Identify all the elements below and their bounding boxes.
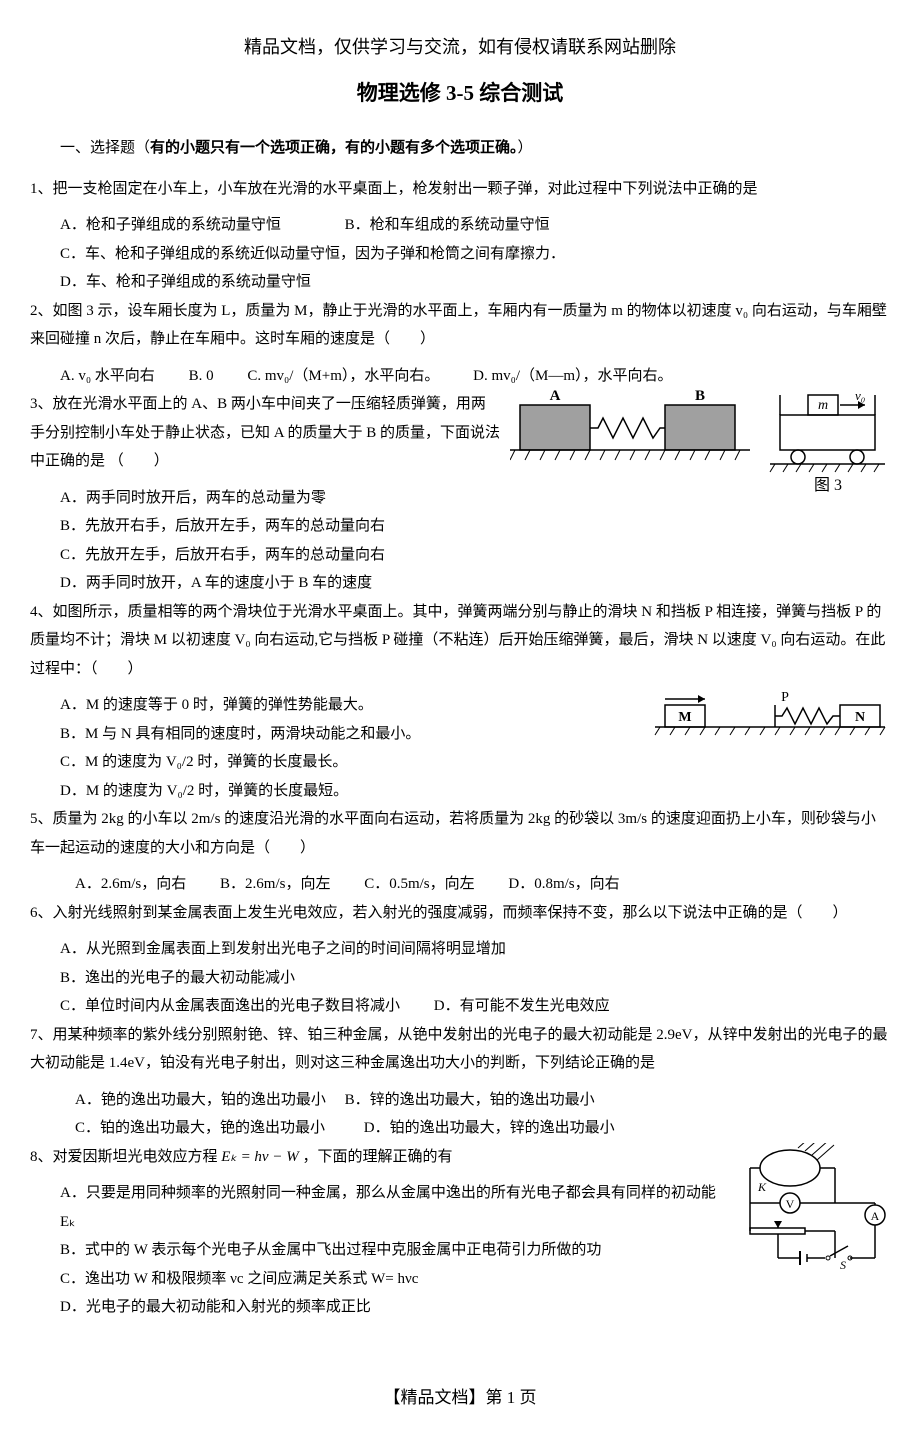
q1-opt-b: B．枪和车组成的系统动量守恒 [345,217,550,233]
label-fig3: 图 3 [814,477,842,494]
q8-prefix: 8、对爱因斯坦光电效应方程 [30,1149,218,1165]
q5-opt-d: D．0.8m/s，向右 [508,870,619,899]
q1-opt-d: D．车、枪和子弹组成的系统动量守恒 [60,268,890,297]
question-4: 4、如图所示，质量相等的两个滑块位于光滑水平桌面上。其中，弹簧两端分别与静止的滑… [30,598,890,684]
label-b: B [695,390,705,404]
section-header-prefix: 一、选择题（ [60,140,150,156]
q8-formula: Eₖ = hν − W [221,1149,298,1165]
q5-opt-c: C．0.5m/s，向左 [364,870,474,899]
section-header-bold: 有的小题只有一个选项正确，有的小题有多个选项正确。 [150,140,518,156]
q8-diagram: K V A S [740,1143,890,1284]
q6-opt-cd-row: C．单位时间内从金属表面逸出的光电子数目将减小 D．有可能不发生光电效应 [30,992,890,1021]
slider-spring-svg: M P N [650,691,890,751]
q8-opt-d: D．光电子的最大初动能和入射光的频率成正比 [60,1293,890,1322]
label-m: m [818,398,828,413]
label-a: A [550,390,561,404]
q3-opt-c: C．先放开左手，后放开右手，两车的总动量向右 [60,541,890,570]
photoelectric-circuit-svg: K V A S [740,1143,890,1273]
q1-opt-c: C．车、枪和子弹组成的系统近似动量守恒，因为子弹和枪筒之间有摩擦力． [60,240,890,269]
question-7: 7、用某种频率的紫外线分别照射铯、锌、铂三种金属，从铯中发射出的光电子的最大初动… [30,1021,890,1078]
question-2: 2、如图 3 示，设车厢长度为 L，质量为 M，静止于光滑的水平面上，车厢内有一… [30,297,890,354]
q2-opt-b: B. 0 [189,362,214,391]
label-v0: v₀ [855,390,865,403]
q7-opt-a: A．铯的逸出功最大，铂的逸出功最小 [75,1092,326,1108]
section-header: 一、选择题（有的小题只有一个选项正确，有的小题有多个选项正确。） [30,134,890,163]
q7-opt-d: D．铂的逸出功最大，锌的逸出功最小 [364,1120,615,1136]
q2-options: A. v₀ 水平向右 B. 0 C. mv₀/（M+m），水平向右。 D. mv… [60,362,890,391]
q1-options-row: A．枪和子弹组成的系统动量守恒 B．枪和车组成的系统动量守恒 [30,211,890,240]
q7-opt-b: B．锌的逸出功最大，铂的逸出功最小 [345,1092,595,1108]
q2-opt-d: D. mv₀/（M—m），水平向右。 [473,362,672,391]
q6-opt-d: D．有可能不发生光电效应 [434,998,610,1014]
section-header-end: ） [518,140,533,156]
label-k8: K [757,1180,767,1194]
q8-suffix: ，下面的理解正确的有 [302,1149,452,1165]
q7-opt-c: C．铂的逸出功最大，铯的逸出功最小 [75,1120,325,1136]
q4-opt-d: D．M 的速度为 V₀/2 时，弹簧的长度最短。 [60,777,890,806]
label-a8: A [871,1209,880,1223]
q6-opt-b: B．逸出的光电子的最大初动能减小 [60,964,890,993]
page-title: 物理选修 3-5 综合测试 [30,74,890,114]
q1-opt-a: A．枪和子弹组成的系统动量守恒 [60,217,281,233]
q3-opt-b: B．先放开右手，后放开左手，两车的总动量向右 [60,512,890,541]
q6-opt-c: C．单位时间内从金属表面逸出的光电子数目将减小 [60,998,400,1014]
header-note: 精品文档，仅供学习与交流，如有侵权请联系网站删除 [30,30,890,64]
question-5: 5、质量为 2kg 的小车以 2m/s 的速度沿光滑的水平面向右运动，若将质量为… [30,805,890,862]
label-v8: V [786,1197,795,1211]
q5-opt-a: A．2.6m/s，向右 [75,870,186,899]
question-1: 1、把一支枪固定在小车上，小车放在光滑的水平桌面上，枪发射出一颗子弹，对此过程中… [30,175,890,204]
label-s8: S [840,1258,846,1272]
q3-diagram: A B m v₀ [510,390,890,511]
label-p4: P [781,691,789,705]
question-6: 6、入射光线照射到某金属表面上发生光电效应，若入射光的强度减弱，而频率保持不变，… [30,899,890,928]
q5-opt-b: B．2.6m/s，向左 [220,870,330,899]
q2-opt-a: A. v₀ 水平向右 [60,362,155,391]
page-footer: 【精品文档】第 1 页 [30,1382,890,1414]
q2-opt-c: C. mv₀/（M+m），水平向右。 [247,362,439,391]
q3-opt-d: D．两手同时放开，A 车的速度小于 B 车的速度 [60,569,890,598]
q7-opt-ab-row: A．铯的逸出功最大，铂的逸出功最小 B．锌的逸出功最大，铂的逸出功最小 [30,1086,890,1115]
spring-carts-svg: A B m v₀ [510,390,890,500]
q5-options: A．2.6m/s，向右 B．2.6m/s，向左 C．0.5m/s，向左 D．0.… [75,870,890,899]
q6-opt-a: A．从光照到金属表面上到发射出光电子之间的时间间隔将明显增加 [60,935,890,964]
q4-diagram: M P N [650,691,890,762]
q7-opt-cd-row: C．铂的逸出功最大，铯的逸出功最小 D．铂的逸出功最大，锌的逸出功最小 [30,1114,890,1143]
label-m4: M [678,710,691,725]
label-n4: N [855,710,865,725]
